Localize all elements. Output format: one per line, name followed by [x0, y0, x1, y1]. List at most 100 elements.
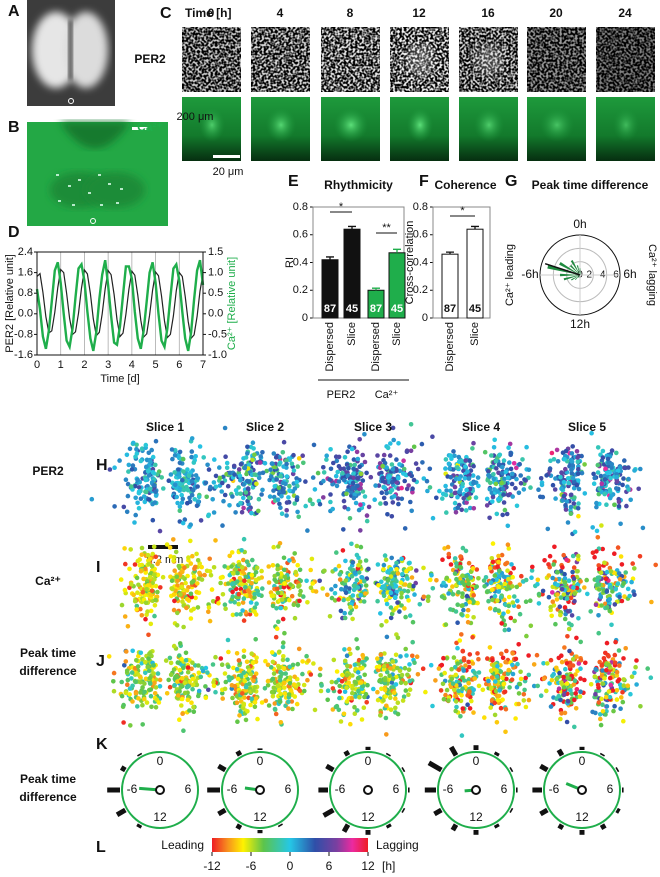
hist-bar [121, 768, 125, 770]
cell [495, 674, 500, 679]
cell [410, 654, 415, 659]
cell [330, 680, 335, 685]
cell [466, 608, 471, 613]
cell [287, 488, 292, 493]
cell [467, 561, 472, 566]
cell [158, 684, 163, 689]
cell [367, 505, 372, 510]
significance-label: * [339, 201, 344, 213]
colorbar-tick-label: -6 [246, 859, 257, 873]
cell [518, 473, 523, 478]
cell [485, 656, 490, 661]
cell [306, 658, 311, 663]
cell [430, 434, 435, 439]
cell [144, 443, 149, 448]
cell [279, 606, 284, 611]
cell [555, 448, 560, 453]
cell [609, 569, 614, 574]
cell [140, 722, 145, 727]
cell [360, 717, 365, 722]
cell [242, 702, 247, 707]
cell [123, 588, 128, 593]
cell [464, 549, 469, 554]
cell [554, 666, 559, 671]
cell [626, 477, 631, 482]
cell [528, 598, 533, 603]
cell [387, 674, 392, 679]
cell [194, 590, 199, 595]
cell [471, 661, 476, 666]
cell [180, 676, 185, 681]
slice-label: Slice 3 [354, 420, 392, 434]
cell [334, 474, 339, 479]
time-tick-label: 0 [208, 6, 215, 20]
clock-label: 12 [153, 810, 167, 824]
angle-label: 12h [570, 317, 590, 331]
cell [469, 699, 474, 704]
colorbar-tick-label: -12 [203, 859, 221, 873]
cell [174, 495, 179, 500]
ca-blob [474, 108, 504, 142]
cell [138, 563, 143, 568]
cell [455, 620, 460, 625]
cell [359, 472, 364, 477]
cell [399, 680, 404, 685]
cell [578, 689, 583, 694]
cell [396, 700, 401, 705]
cell [596, 683, 601, 688]
cell [404, 688, 409, 693]
cell [565, 596, 570, 601]
cell [476, 657, 481, 662]
cell [194, 473, 199, 478]
cell [318, 673, 323, 678]
cell [276, 683, 281, 688]
cell [337, 696, 342, 701]
colorbar-tick-label: 0 [287, 859, 294, 873]
cell [230, 494, 235, 499]
cell [179, 657, 184, 662]
cell [126, 494, 131, 499]
cell [146, 553, 151, 558]
cell [453, 491, 458, 496]
cell [572, 725, 577, 730]
cell [133, 599, 138, 604]
cell [518, 612, 523, 617]
cell [472, 506, 477, 511]
cell [249, 581, 254, 586]
cell [607, 689, 612, 694]
cell [551, 483, 556, 488]
cell [570, 451, 575, 456]
cell [134, 658, 139, 663]
cell [357, 695, 362, 700]
cell [535, 582, 540, 587]
cell [337, 689, 342, 694]
hist-bar [540, 810, 547, 814]
clock-label: -6 [549, 782, 560, 796]
cell [482, 584, 487, 589]
cell [563, 711, 568, 716]
cell [499, 669, 504, 674]
cell [411, 620, 416, 625]
cell [141, 590, 146, 595]
cell [155, 590, 160, 595]
cell [352, 467, 357, 472]
cell [467, 600, 472, 605]
cell [403, 615, 408, 620]
cell [564, 558, 569, 563]
cell [290, 707, 295, 712]
cell [516, 604, 521, 609]
cell [653, 563, 658, 568]
cell [442, 697, 447, 702]
cell [519, 574, 524, 579]
cell [407, 567, 412, 572]
cell [355, 544, 360, 549]
cell [259, 569, 264, 574]
cell [283, 671, 288, 676]
cell [405, 487, 410, 492]
cell [604, 577, 609, 582]
cell [238, 501, 243, 506]
cell [295, 464, 300, 469]
cell [230, 696, 235, 701]
cell [193, 454, 198, 459]
cell [185, 597, 190, 602]
